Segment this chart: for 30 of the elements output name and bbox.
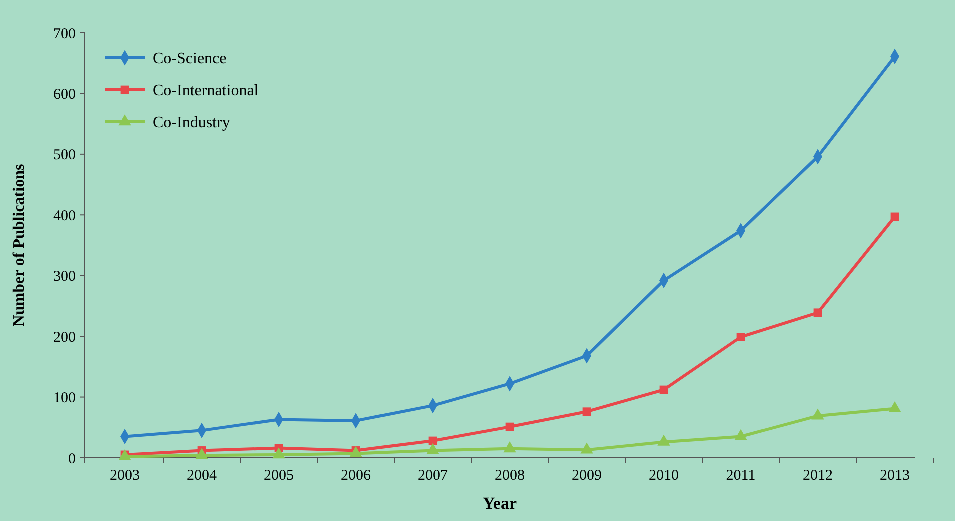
x-axis-title: Year [483,494,518,513]
legend-label: Co-Industry [153,114,230,132]
point [890,212,900,222]
x-tick-label: 2008 [495,468,525,484]
x-tick-label: 2004 [187,468,218,484]
x-tick-label: 2006 [341,468,372,484]
x-tick-label: 2003 [110,468,140,484]
point [506,422,514,432]
y-tick-label: 600 [54,86,76,103]
x-tick-label: 2005 [264,468,294,484]
y-tick-label: 300 [54,269,76,286]
y-axis-title: Number of Publications [11,164,28,327]
point [814,308,822,318]
y-tick-label: 0 [68,451,76,468]
x-tick-label: 2013 [880,468,910,484]
point [582,408,592,416]
legend-label: Co-International [153,82,260,100]
point [736,332,746,342]
y-tick-label: 700 [54,26,76,42]
x-tick-label: 2010 [649,468,679,484]
x-tick-label: 2009 [572,468,602,484]
y-tick-label: 200 [54,330,76,346]
y-tick-label: 500 [54,148,76,164]
y-tick-label: 100 [54,390,76,407]
point [660,386,668,394]
y-tick-label: 400 [54,208,76,224]
legend-label: Co-Science [153,50,227,68]
x-tick-label: 2007 [418,468,448,484]
x-tick-label: 2012 [803,468,833,484]
x-tick-label: 2011 [726,468,756,484]
